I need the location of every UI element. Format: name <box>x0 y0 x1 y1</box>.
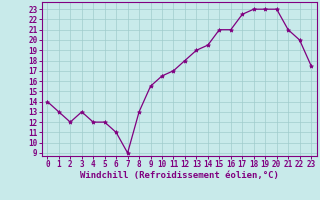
X-axis label: Windchill (Refroidissement éolien,°C): Windchill (Refroidissement éolien,°C) <box>80 171 279 180</box>
